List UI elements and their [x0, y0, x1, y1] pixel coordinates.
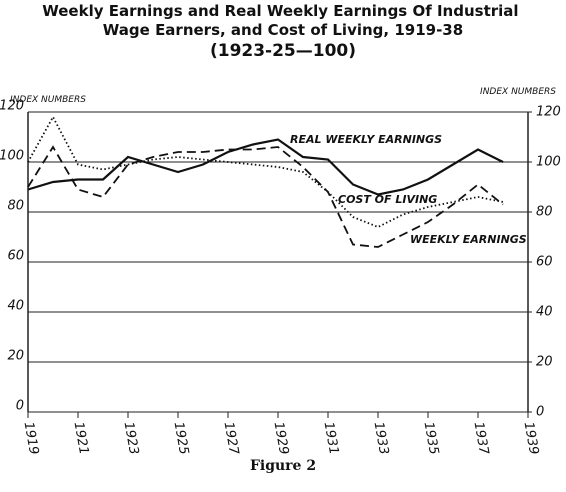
x-tick-label: 1923	[121, 421, 142, 456]
chart-subtitle: (1923-25—100)	[210, 41, 356, 61]
y2-tick-label: 60	[536, 255, 553, 270]
y-tick-label: 20	[7, 349, 24, 364]
x-tick-label: 1939	[521, 421, 542, 456]
series-label: REAL WEEKLY EARNINGS	[290, 133, 442, 146]
y2-tick-label: 120	[536, 105, 561, 120]
y-axis-label: INDEX NUMBERS	[10, 95, 86, 105]
series-label: COST OF LIVING	[338, 193, 437, 206]
series-label: WEEKLY EARNINGS	[410, 233, 527, 246]
y-tick-label: 100	[0, 149, 24, 164]
chart-title: Weekly Earnings and Real Weekly Earnings…	[42, 2, 524, 39]
series-line	[27, 115, 504, 228]
y-tick-label: 120	[0, 99, 24, 114]
x-tick-label: 1925	[171, 421, 192, 456]
x-tick-label: 1935	[421, 421, 442, 456]
x-tick-label: 1933	[371, 421, 392, 456]
x-tick-label: 1919	[21, 421, 42, 456]
y-tick-label: 40	[7, 299, 24, 314]
y2-axis-label: INDEX NUMBERS	[480, 87, 556, 97]
y-tick-label: 60	[7, 249, 24, 264]
y2-tick-label: 100	[536, 155, 561, 170]
series-line	[27, 138, 504, 196]
y-tick-label: 0	[16, 399, 24, 414]
x-tick-label: 1929	[271, 421, 292, 456]
x-tick-label: 1937	[471, 421, 492, 457]
y2-tick-label: 80	[536, 205, 553, 220]
y-tick-label: 80	[7, 199, 24, 214]
x-tick-label: 1927	[221, 421, 242, 457]
y2-tick-label: 40	[536, 305, 553, 320]
y2-tick-label: 20	[536, 355, 553, 370]
y2-tick-label: 0	[536, 405, 544, 420]
x-tick-label: 1921	[71, 421, 92, 456]
series-line	[27, 145, 504, 248]
caption: Figure 2	[250, 458, 316, 474]
x-tick-label: 1931	[321, 421, 342, 456]
